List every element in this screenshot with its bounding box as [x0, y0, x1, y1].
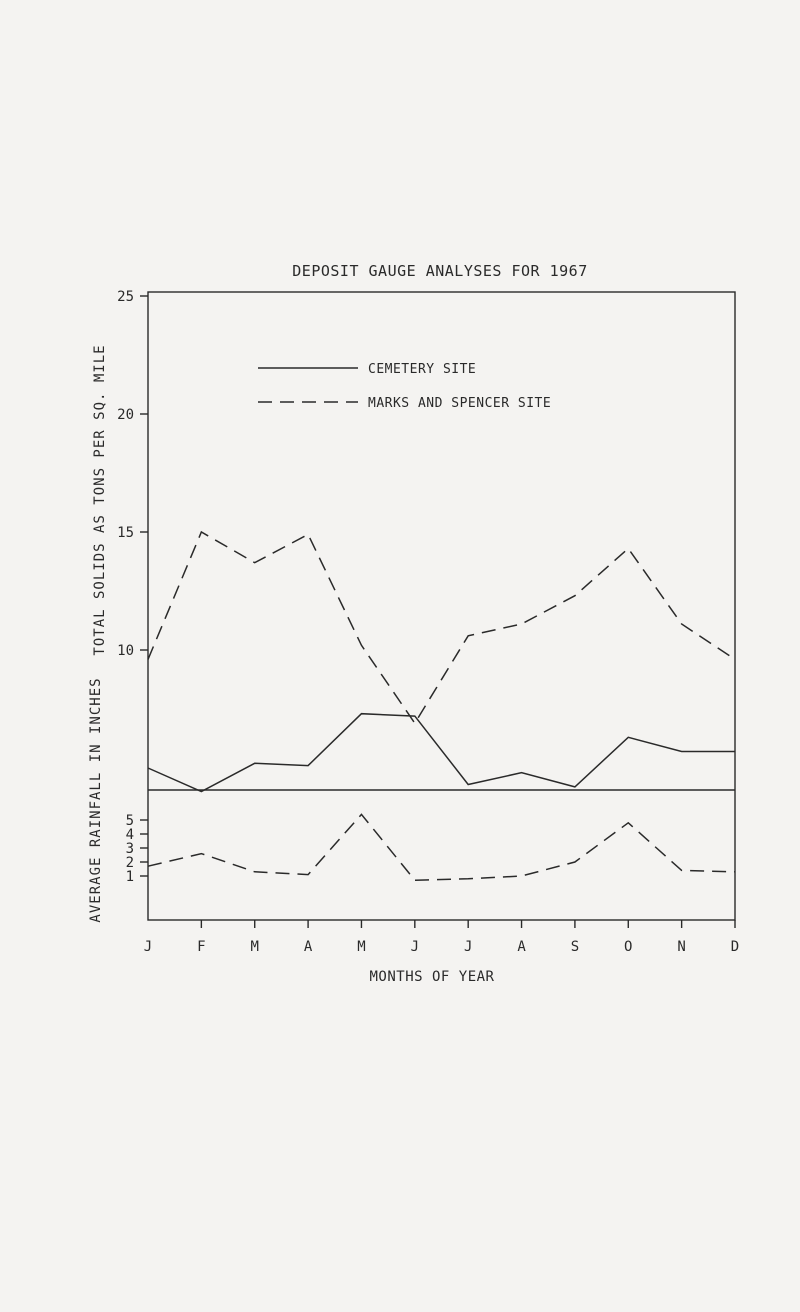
- series-average-rainfall: [147, 813, 736, 881]
- upper-y-tick-label: 10: [117, 643, 134, 659]
- x-tick-label: J: [411, 939, 419, 955]
- plot-frame: [147, 291, 736, 921]
- x-tick-label: M: [357, 939, 365, 955]
- series-marks-spencer-site: [147, 530, 736, 725]
- upper-y-tick-label: 25: [117, 289, 134, 305]
- upper-y-axis-label: TOTAL SOLIDS AS TONS PER SQ. MILE: [92, 344, 108, 655]
- lower-y-axis-label: AVERAGE RAINFALL IN INCHES: [88, 677, 104, 922]
- upper-y-tick-label: 20: [117, 407, 134, 423]
- x-tick-label: N: [677, 939, 685, 955]
- upper-y-axis: 10 15 20 25: [117, 289, 148, 659]
- legend-label-marks-spencer: MARKS AND SPENCER SITE: [368, 396, 551, 411]
- lower-y-tick-label: 4: [126, 827, 134, 843]
- x-tick-label: D: [731, 939, 739, 955]
- x-tick-label: M: [251, 939, 259, 955]
- lower-y-tick-label: 2: [126, 855, 134, 871]
- upper-y-tick-label: 15: [117, 525, 134, 541]
- chart-title: DEPOSIT GAUGE ANALYSES FOR 1967: [292, 262, 587, 280]
- lower-y-tick-label: 5: [126, 813, 134, 829]
- lower-y-axis-label-group: AVERAGE RAINFALL IN INCHES: [88, 677, 104, 922]
- series-layer: [147, 530, 736, 881]
- x-tick-label: F: [197, 939, 205, 955]
- lower-y-tick-label: 1: [126, 869, 134, 885]
- x-tick-label: A: [517, 939, 526, 955]
- x-tick-label: S: [571, 939, 579, 955]
- lower-y-tick-label: 3: [126, 841, 134, 857]
- x-tick-label: J: [464, 939, 472, 955]
- series-cemetery-site: [147, 712, 735, 793]
- x-axis-label: MONTHS OF YEAR: [369, 969, 494, 985]
- legend: CEMETERY SITE MARKS AND SPENCER SITE: [258, 362, 551, 411]
- x-tick-label: J: [144, 939, 152, 955]
- x-tick-label: O: [624, 939, 632, 955]
- x-tick-label: A: [304, 939, 313, 955]
- legend-label-cemetery: CEMETERY SITE: [368, 362, 476, 377]
